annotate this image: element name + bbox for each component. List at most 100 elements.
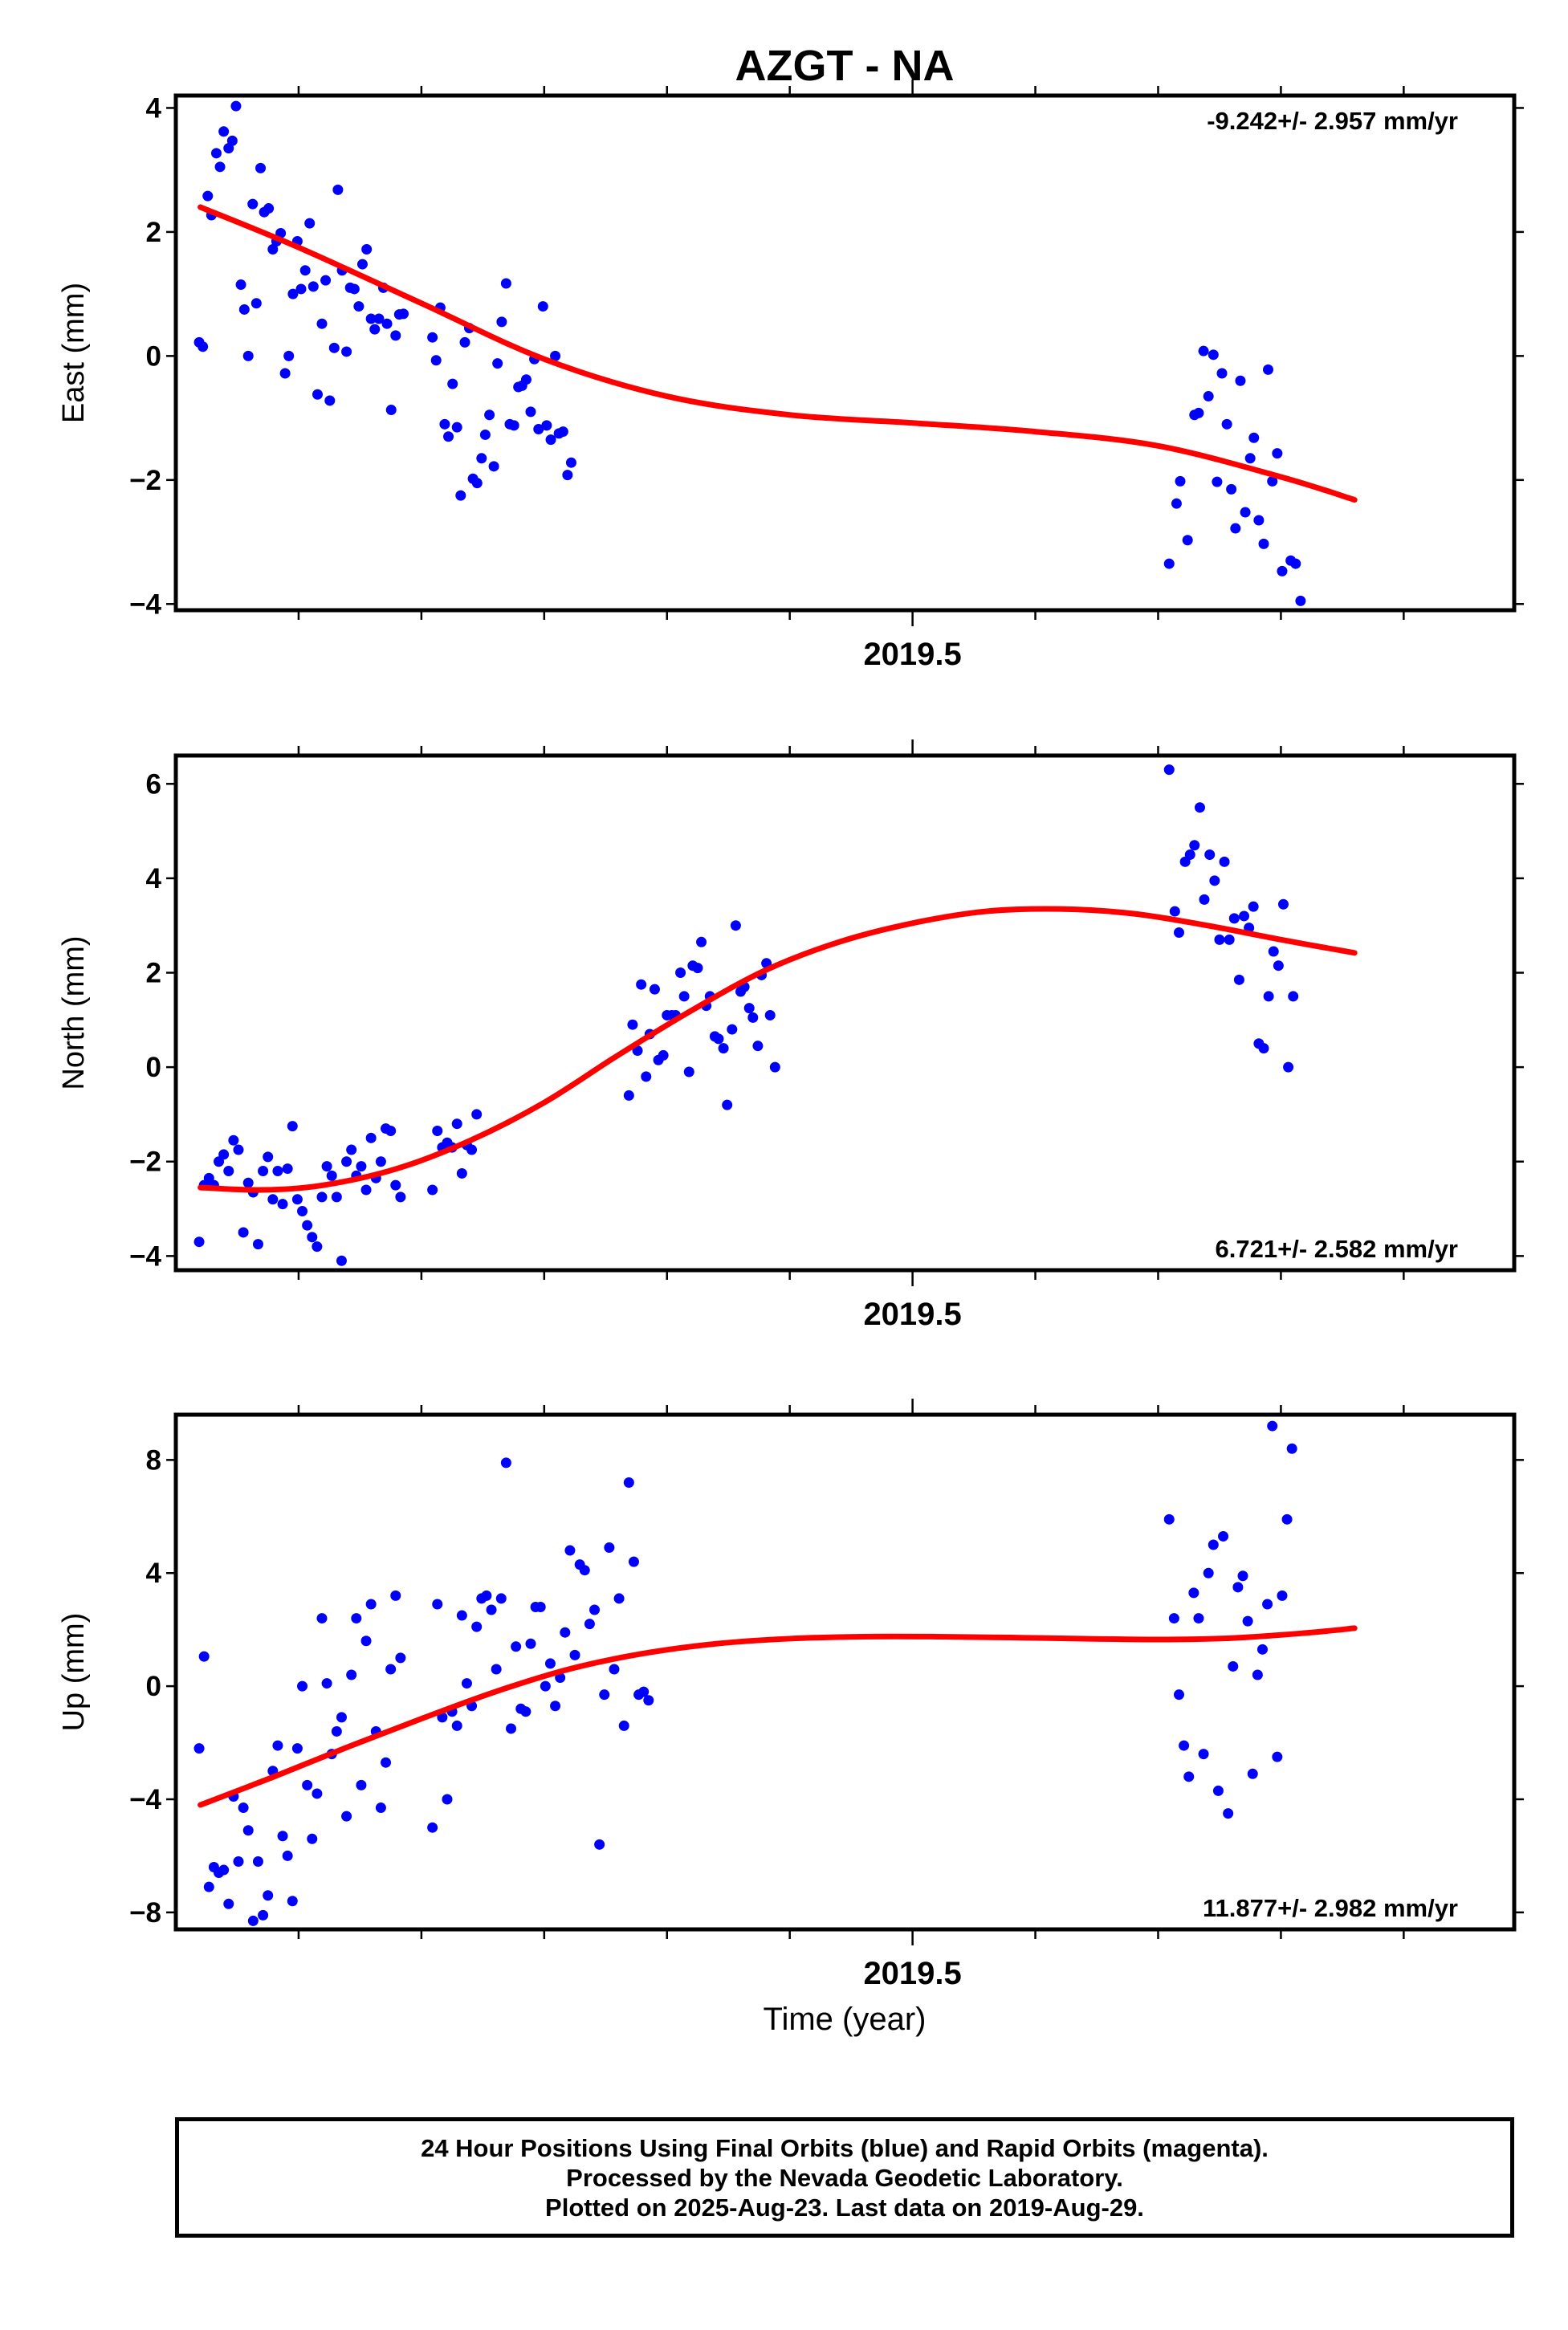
up-data-point	[618, 1720, 629, 1731]
north-data-point	[282, 1163, 293, 1175]
north-data-point	[471, 1109, 483, 1120]
north-ytick-label: 0	[146, 1052, 161, 1083]
up-data-point	[1179, 1740, 1190, 1751]
up-data-point	[1163, 1513, 1175, 1525]
up-data-point	[193, 1743, 205, 1754]
east-data-point	[381, 318, 393, 329]
north-data-point	[692, 963, 703, 974]
east-data-point	[1235, 375, 1246, 386]
up-data-point	[1228, 1660, 1239, 1672]
east-data-point	[324, 395, 336, 406]
north-data-point	[242, 1177, 254, 1188]
east-data-point	[455, 490, 466, 501]
east-data-point	[451, 422, 462, 433]
up-data-point	[500, 1457, 511, 1468]
east-data-point	[533, 423, 544, 434]
east-data-point	[299, 265, 311, 276]
east-ytick-label: −2	[129, 465, 161, 496]
north-data-point	[277, 1199, 288, 1210]
up-data-point	[331, 1725, 342, 1737]
up-data-point	[471, 1621, 483, 1632]
north-data-point	[675, 967, 686, 979]
up-data-point	[628, 1556, 639, 1567]
east-data-point	[210, 148, 222, 159]
east-data-point	[1244, 453, 1256, 464]
east-data-point	[550, 350, 561, 361]
north-data-point	[683, 1066, 694, 1077]
north-data-point	[769, 1061, 780, 1073]
up-data-point	[321, 1678, 332, 1689]
north-data-point	[747, 1012, 759, 1023]
north-data-point	[360, 1184, 372, 1196]
north-data-point	[1273, 960, 1284, 972]
up-data-point	[525, 1638, 536, 1649]
east-data-point	[537, 301, 548, 312]
north-data-point	[346, 1144, 357, 1155]
north-data-point	[302, 1220, 313, 1231]
up-data-point	[203, 1881, 214, 1892]
east-data-point	[356, 259, 368, 270]
east-ytick-label: −4	[129, 589, 161, 620]
up-data-point	[1242, 1615, 1253, 1627]
north-data-point	[193, 1236, 205, 1248]
north-data-layer	[193, 764, 1358, 1266]
east-data-point	[427, 332, 438, 343]
north-data-point	[641, 1071, 652, 1082]
up-data-point	[643, 1695, 654, 1706]
east-data-point	[283, 350, 295, 361]
up-data-point	[613, 1593, 625, 1604]
north-data-point	[228, 1134, 239, 1146]
north-data-point	[636, 979, 647, 990]
up-data-point	[336, 1712, 347, 1723]
up-data-point	[302, 1779, 313, 1790]
up-xtick-label: 2019.5	[863, 1956, 961, 1991]
up-data-point	[247, 1915, 259, 1926]
north-data-point	[1224, 934, 1235, 945]
east-data-point	[1216, 368, 1228, 379]
east-axes-frame	[173, 93, 1517, 613]
north-data-point	[649, 984, 660, 995]
up-data-point	[599, 1689, 610, 1701]
east-data-point	[1163, 558, 1175, 569]
east-xtick-label: 2019.5	[863, 637, 961, 672]
north-data-point	[1163, 764, 1175, 776]
north-data-point	[395, 1191, 406, 1203]
north-ytick-label: 4	[146, 863, 162, 894]
up-data-point	[223, 1898, 234, 1909]
up-data-point	[1286, 1443, 1297, 1454]
up-data-point	[491, 1664, 502, 1675]
up-data-point	[540, 1680, 551, 1692]
up-data-point	[638, 1686, 650, 1697]
up-data-point	[495, 1593, 507, 1604]
up-data-point	[1252, 1669, 1263, 1680]
up-data-point	[282, 1850, 293, 1861]
north-panel: 6 4 2 0 −2 −4 2019.5 North (mm) 6.721+/- 2.582 m…	[57, 739, 1524, 1332]
up-data-point	[1281, 1513, 1293, 1525]
up-data-point	[1267, 1420, 1278, 1432]
up-data-point	[1247, 1768, 1258, 1779]
east-ytick-label: 0	[146, 340, 161, 372]
up-data-point	[1208, 1539, 1219, 1550]
north-data-point	[696, 936, 707, 947]
east-data-point	[492, 358, 503, 369]
up-ytick-label: −4	[129, 1784, 161, 1815]
x-axis-label: Time (year)	[764, 2002, 927, 2037]
north-data-point	[326, 1170, 337, 1181]
east-y-axis-label: East (mm)	[57, 283, 91, 423]
north-data-point	[1239, 910, 1250, 922]
up-data-point	[258, 1909, 269, 1921]
up-data-point	[1237, 1570, 1248, 1582]
up-data-point	[242, 1825, 254, 1836]
east-data-point	[1277, 565, 1288, 576]
up-data-point	[233, 1855, 244, 1867]
east-data-point	[1267, 475, 1278, 487]
north-data-point	[743, 1003, 755, 1014]
east-data-point	[1240, 507, 1251, 518]
up-data-point	[1168, 1613, 1179, 1624]
up-data-point	[535, 1601, 546, 1612]
up-data-point	[1198, 1749, 1209, 1760]
east-fit-line	[198, 204, 1358, 503]
east-ytick-label: 4	[146, 92, 162, 124]
north-data-point	[718, 1043, 729, 1054]
